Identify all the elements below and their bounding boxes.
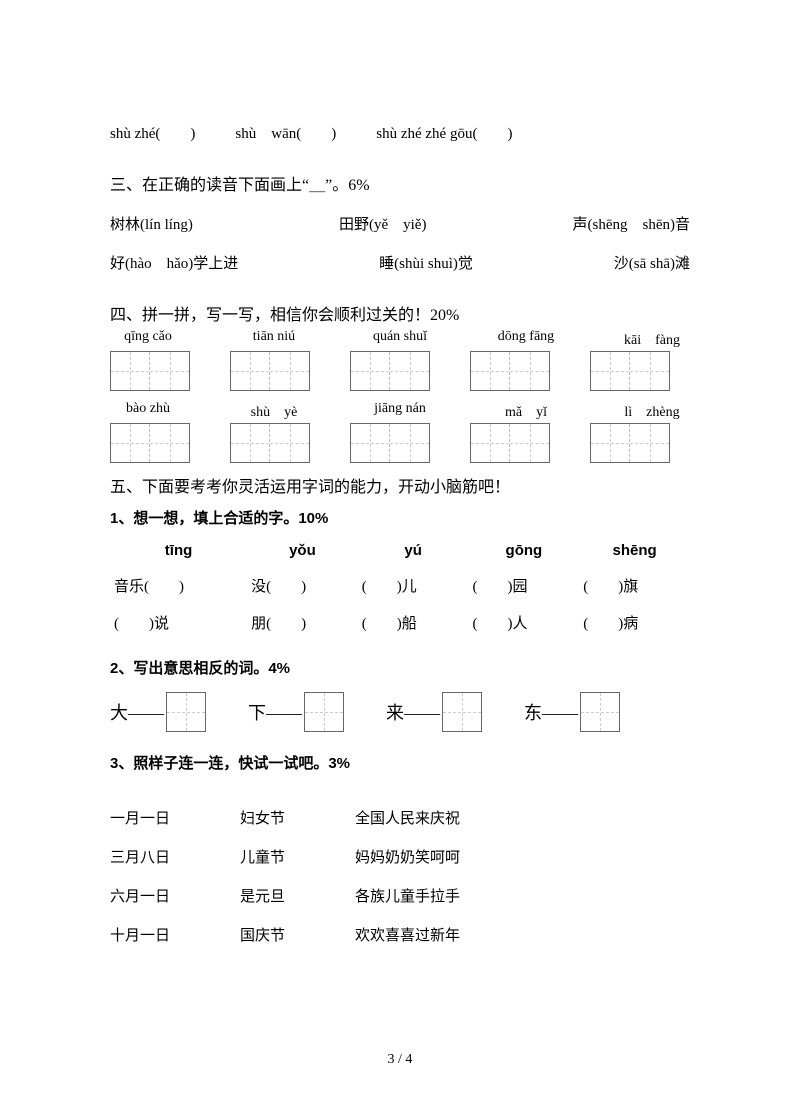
match-c1-4: 十月一日: [110, 924, 170, 945]
q4-pinyin-row2: bào zhù shù yè jiāng nán mǎ yǐ lì zhèng: [110, 401, 690, 421]
q4-py-10: lì zhèng: [614, 401, 690, 421]
q5-s1-r2-5: ( )病: [579, 604, 690, 641]
char-box[interactable]: [110, 423, 190, 463]
worksheet-page: shù zhé( ) shù wān( ) shù zhé zhé gōu( )…: [0, 0, 800, 1108]
char-box[interactable]: [304, 692, 344, 732]
q3-row2: 好(hào hǎo)学上进 睡(shùi shuì)觉 沙(sā shā)滩: [110, 252, 690, 273]
match-c2-3: 是元旦: [240, 885, 285, 906]
q5-s1-r1-2: 没( ): [247, 567, 358, 604]
q5-s1-r2-4: ( )人: [469, 604, 580, 641]
q4-py-9: mǎ yǐ: [488, 401, 564, 421]
q3-title: 三、在正确的读音下面画上“＿”。6%: [110, 171, 690, 195]
q5-s3-match: 一月一日 三月八日 六月一日 十月一日 妇女节 儿童节 是元旦 国庆节 全国人民…: [110, 789, 690, 963]
char-box[interactable]: [110, 351, 190, 391]
opp-4-label: 东——: [524, 699, 578, 725]
opp-3: 来——: [386, 692, 484, 732]
char-box[interactable]: [590, 423, 670, 463]
q5-s2-title: 2、写出意思相反的词。4%: [110, 657, 690, 678]
char-box[interactable]: [166, 692, 206, 732]
q5-s2-row: 大—— 下—— 来—— 东——: [110, 692, 690, 732]
char-box[interactable]: [470, 423, 550, 463]
q5-s1-r1-5: ( )旗: [579, 567, 690, 604]
match-c1-2: 三月八日: [110, 846, 170, 867]
match-col-2: 妇女节 儿童节 是元旦 国庆节: [240, 789, 285, 963]
opp-3-label: 来——: [386, 699, 440, 725]
q5-s1-r2-3: ( )船: [358, 604, 469, 641]
q4-py-2: tiān niú: [236, 329, 312, 349]
q3-row1: 树林(lín líng) 田野(yě yiě) 声(shēng shēn)音: [110, 213, 690, 234]
match-c3-1: 全国人民来庆祝: [355, 807, 460, 828]
char-box[interactable]: [230, 351, 310, 391]
q5-s1-r1-4: ( )园: [469, 567, 580, 604]
char-box[interactable]: [350, 423, 430, 463]
q3-r2-2: 睡(shùi shuì)觉: [379, 252, 473, 273]
match-c1-3: 六月一日: [110, 885, 170, 906]
q4-py-3: quán shuǐ: [362, 329, 438, 349]
q5-title: 五、下面要考考你灵活运用字词的能力，开动小脑筋吧！: [110, 473, 690, 497]
match-c2-4: 国庆节: [240, 924, 285, 945]
match-c3-3: 各族儿童手拉手: [355, 885, 460, 906]
q4-py-5: kāi fàng: [614, 329, 690, 349]
match-c2-2: 儿童节: [240, 846, 285, 867]
q5-s1-table: tīng yǒu yú gōng shēng 音乐( ) 没( ) ( )儿 (…: [110, 534, 690, 641]
char-box[interactable]: [230, 423, 310, 463]
match-col-1: 一月一日 三月八日 六月一日 十月一日: [110, 789, 170, 963]
opp-4: 东——: [524, 692, 622, 732]
q5-s1-r1-3: ( )儿: [358, 567, 469, 604]
q3-r1-2: 田野(yě yiě): [339, 213, 426, 234]
match-c2-1: 妇女节: [240, 807, 285, 828]
match-c3-2: 妈妈奶奶笑呵呵: [355, 846, 460, 867]
match-c1-1: 一月一日: [110, 807, 170, 828]
char-box[interactable]: [470, 351, 550, 391]
stroke-item-2: shù wān( ): [235, 122, 336, 143]
char-box[interactable]: [580, 692, 620, 732]
opp-2: 下——: [248, 692, 346, 732]
q3-r1-3: 声(shēng shēn)音: [573, 213, 690, 234]
q4-title: 四、拼一拼，写一写，相信你会顺利过关的！20%: [110, 301, 690, 325]
opp-1: 大——: [110, 692, 208, 732]
q5-s1-r2-1: ( )说: [110, 604, 247, 641]
match-col-3: 全国人民来庆祝 妈妈奶奶笑呵呵 各族儿童手拉手 欢欢喜喜过新年: [355, 789, 460, 963]
stroke-item-1: shù zhé( ): [110, 122, 195, 143]
q3-r2-3: 沙(sā shā)滩: [614, 252, 690, 273]
q3-r1-1: 树林(lín líng): [110, 213, 193, 234]
q4-py-8: jiāng nán: [362, 401, 438, 421]
q4-boxes-row1: [110, 351, 690, 391]
stroke-item-3: shù zhé zhé gōu( ): [376, 122, 512, 143]
q5-s1-h3: yú: [358, 534, 469, 567]
page-footer: 3 / 4: [0, 1052, 800, 1068]
char-box[interactable]: [442, 692, 482, 732]
opp-1-label: 大——: [110, 699, 164, 725]
q4-py-1: qīng cǎo: [110, 329, 186, 349]
q5-s3-title: 3、照样子连一连，快试一试吧。3%: [110, 752, 690, 773]
stroke-blanks-row: shù zhé( ) shù wān( ) shù zhé zhé gōu( ): [110, 122, 690, 143]
q4-py-7: shù yè: [236, 401, 312, 421]
q5-s1-r2-2: 朋( ): [247, 604, 358, 641]
q5-s1-h5: shēng: [579, 534, 690, 567]
opp-2-label: 下——: [248, 699, 302, 725]
q4-py-4: dōng fāng: [488, 329, 564, 349]
char-box[interactable]: [350, 351, 430, 391]
q4-pinyin-row1: qīng cǎo tiān niú quán shuǐ dōng fāng kā…: [110, 329, 690, 349]
match-c3-4: 欢欢喜喜过新年: [355, 924, 460, 945]
q4-boxes-row2: [110, 423, 690, 463]
q5-s1-h4: gōng: [469, 534, 580, 567]
q5-s1-title: 1、想一想，填上合适的字。10%: [110, 507, 690, 528]
q4-py-6: bào zhù: [110, 401, 186, 421]
char-box[interactable]: [590, 351, 670, 391]
q5-s1-r1-1: 音乐( ): [110, 567, 247, 604]
q5-s1-h1: tīng: [110, 534, 247, 567]
q3-r2-1: 好(hào hǎo)学上进: [110, 252, 238, 273]
q5-s1-h2: yǒu: [247, 534, 358, 567]
